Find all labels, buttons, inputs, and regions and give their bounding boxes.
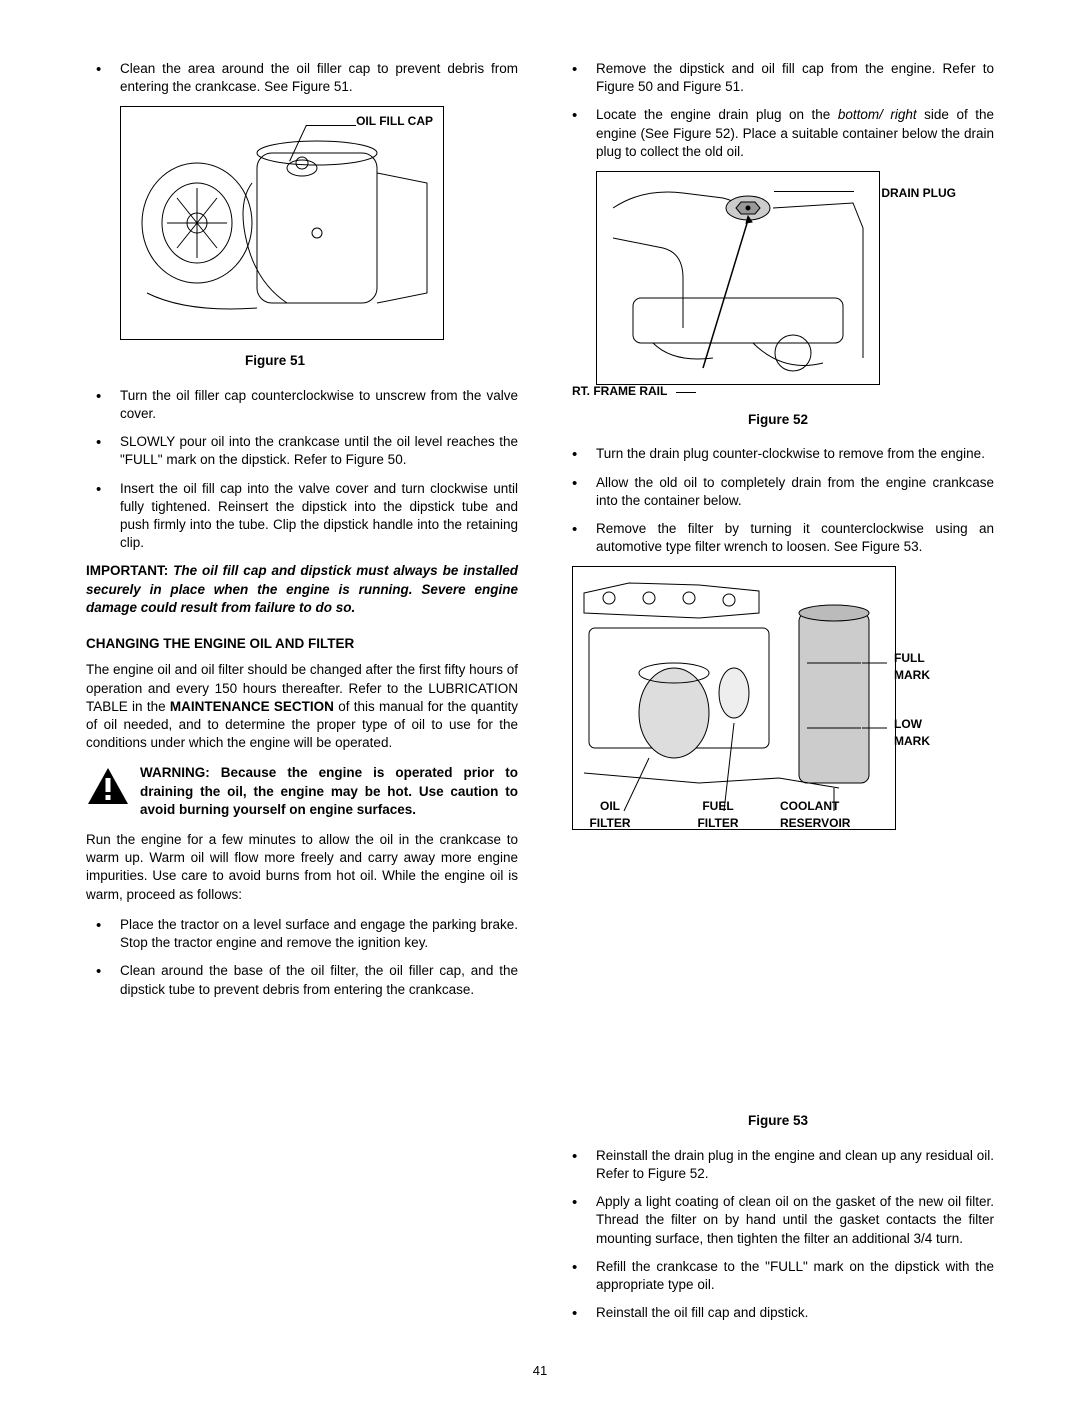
warning-icon <box>86 766 130 806</box>
callout-oil-filter: OIL FILTER <box>582 798 638 830</box>
callout-fuel-filter: FUEL FILTER <box>690 798 746 830</box>
bullet-list: Turn the drain plug counter-clockwise to… <box>562 445 994 556</box>
bullet-list: Remove the dipstick and oil fill cap fro… <box>562 60 994 161</box>
list-item: SLOWLY pour oil into the crankcase until… <box>86 433 518 469</box>
bullet-list: Reinstall the drain plug in the engine a… <box>562 1147 994 1323</box>
list-item: Allow the old oil to completely drain fr… <box>562 474 994 510</box>
list-item: Turn the drain plug counter-clockwise to… <box>562 445 994 463</box>
list-item: Clean the area around the oil filler cap… <box>86 60 518 96</box>
bullet-list: Turn the oil filler cap counterclockwise… <box>86 387 518 553</box>
page-number: 41 <box>86 1362 994 1380</box>
list-item: Apply a light coating of clean oil on th… <box>562 1193 994 1248</box>
section-heading: CHANGING THE ENGINE OIL AND FILTER <box>86 635 518 653</box>
bullet-list: Clean the area around the oil filler cap… <box>86 60 518 96</box>
warning-block: WARNING: Because the engine is operated … <box>86 764 518 819</box>
important-note: IMPORTANT: The oil fill cap and dipstick… <box>86 562 518 617</box>
figure-caption: Figure 53 <box>562 1112 994 1130</box>
filters-illustration <box>579 573 889 823</box>
bullet-list: Place the tractor on a level surface and… <box>86 916 518 999</box>
list-item: Remove the dipstick and oil fill cap fro… <box>562 60 994 96</box>
list-item: Refill the crankcase to the "FULL" mark … <box>562 1258 994 1294</box>
callout-full-mark: FULL MARK <box>894 650 954 682</box>
engine-illustration <box>127 113 437 333</box>
text-italic: bottom/ right <box>838 107 917 122</box>
callout-coolant-reservoir: COOLANT RESERVOIR <box>780 798 870 830</box>
list-item: Clean around the base of the oil filter,… <box>86 962 518 998</box>
figure-53: FULL MARK LOW MARK OIL FILTER FUEL FILTE… <box>562 566 982 1100</box>
list-item: Reinstall the drain plug in the engine a… <box>562 1147 994 1183</box>
text: Locate the engine drain plug on the <box>596 107 838 122</box>
list-item: Remove the filter by turning it counterc… <box>562 520 994 556</box>
important-label: IMPORTANT: <box>86 563 173 578</box>
warning-text: WARNING: Because the engine is operated … <box>140 764 518 819</box>
figure-51: OIL FILL CAP <box>120 106 518 370</box>
list-item: Reinstall the oil fill cap and dipstick. <box>562 1304 994 1322</box>
list-item: Locate the engine drain plug on the bott… <box>562 106 994 161</box>
text-bold: MAINTENANCE SECTION <box>170 699 334 714</box>
callout-oil-fill-cap: OIL FILL CAP <box>356 113 433 129</box>
list-item: Place the tractor on a level surface and… <box>86 916 518 952</box>
figure-caption: Figure 51 <box>120 352 430 370</box>
figure-52: OIL DRAIN PLUG RT. FRAME RAIL <box>596 171 956 399</box>
callout-rt-frame-rail: RT. FRAME RAIL <box>572 383 667 399</box>
drain-plug-illustration <box>603 178 873 378</box>
list-item: Insert the oil fill cap into the valve c… <box>86 480 518 553</box>
callout-low-mark: LOW MARK <box>894 716 954 748</box>
body-paragraph: The engine oil and oil filter should be … <box>86 661 518 752</box>
figure-caption: Figure 52 <box>562 411 994 429</box>
two-column-layout: Clean the area around the oil filler cap… <box>86 60 994 1332</box>
body-paragraph: Run the engine for a few minutes to allo… <box>86 831 518 904</box>
left-column: Clean the area around the oil filler cap… <box>86 60 518 1332</box>
right-column: Remove the dipstick and oil fill cap fro… <box>562 60 994 1332</box>
list-item: Turn the oil filler cap counterclockwise… <box>86 387 518 423</box>
